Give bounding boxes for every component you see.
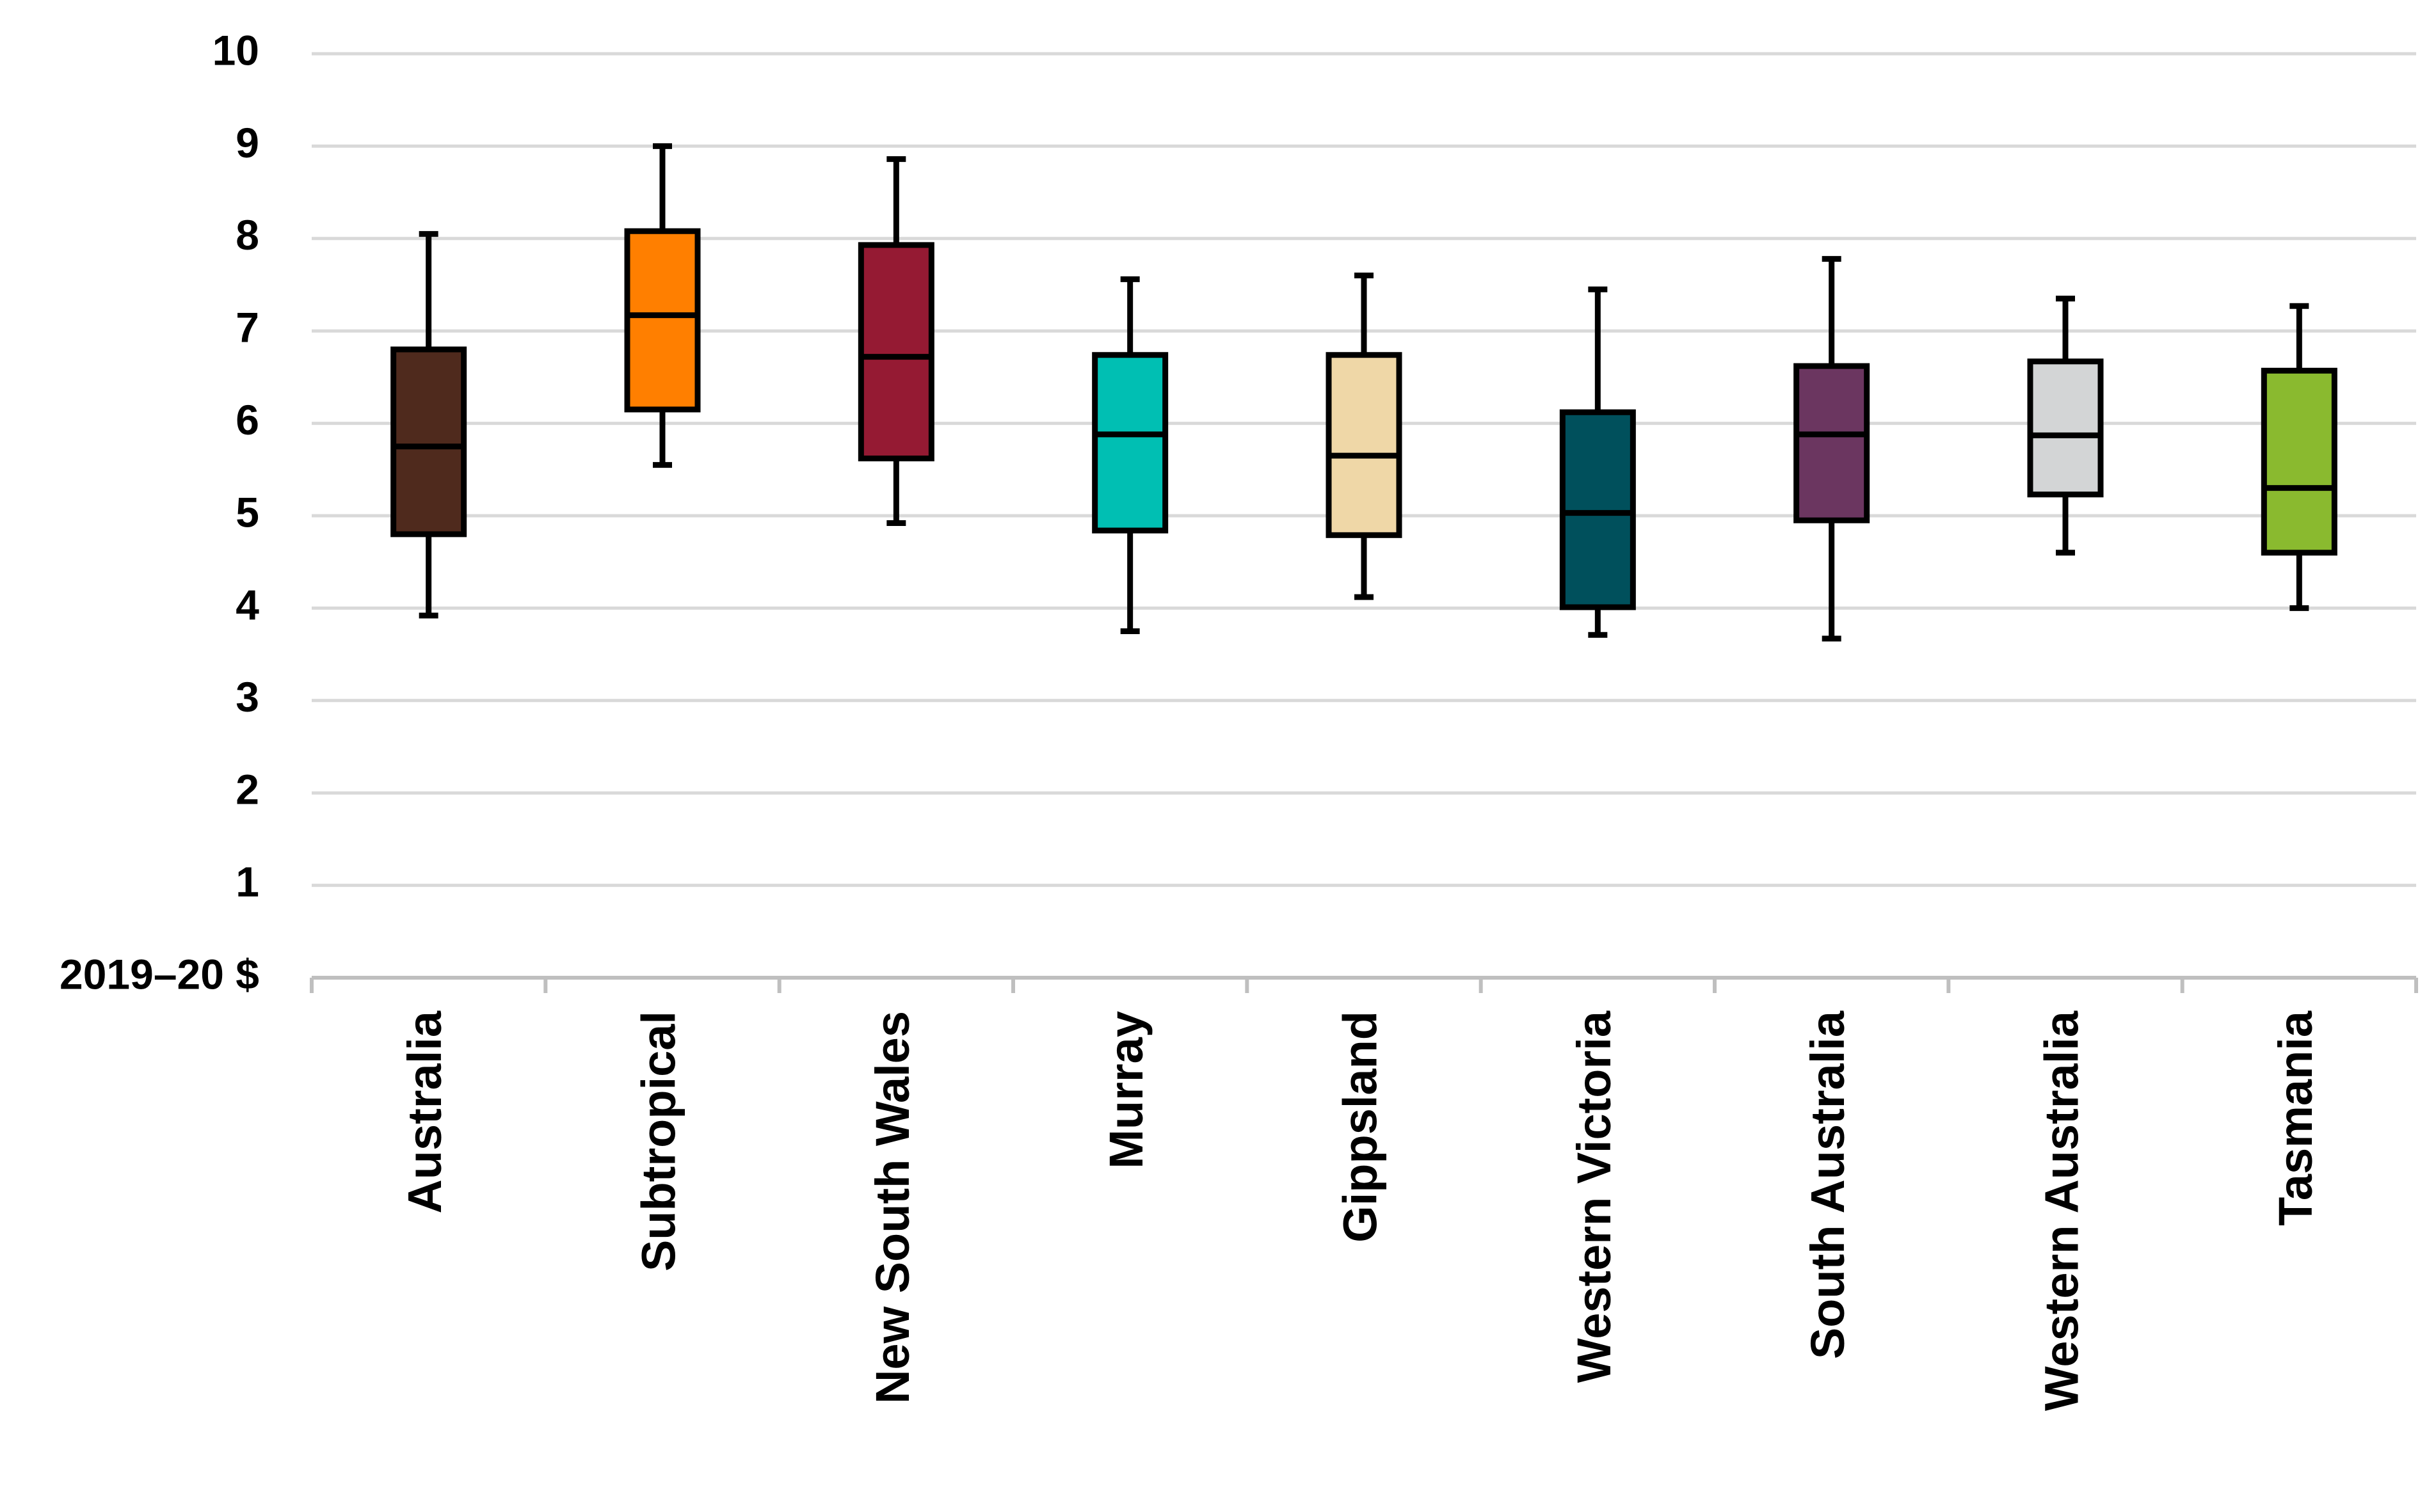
category-label-gippsland: Gippsland xyxy=(1334,1011,1387,1243)
box-south-australia xyxy=(1793,256,1870,642)
category-label-western-australia: Western Australia xyxy=(2035,1010,2088,1411)
iqr-box xyxy=(2261,367,2337,556)
box-western-victoria xyxy=(1559,286,1636,638)
y-tick-label-2: 2 xyxy=(236,766,259,813)
iqr-box xyxy=(624,228,701,413)
iqr-box xyxy=(1793,363,1870,523)
iqr-box xyxy=(1559,409,1636,610)
category-label-south-australia: South Australia xyxy=(1801,1010,1854,1359)
iqr-box xyxy=(858,242,934,461)
iqr-box xyxy=(2027,358,2104,498)
box-new-south-wales xyxy=(858,156,934,527)
iqr-box xyxy=(390,346,467,537)
y-tick-label-9: 9 xyxy=(236,119,259,166)
box-western-australia xyxy=(2027,296,2104,556)
category-label-new-south-wales: New South Wales xyxy=(866,1011,919,1404)
category-label-western-victoria: Western Victoria xyxy=(1567,1010,1621,1383)
y-tick-label-1: 1 xyxy=(236,858,259,905)
category-label-australia: Australia xyxy=(398,1010,451,1214)
boxes xyxy=(390,143,2337,642)
x-axis xyxy=(310,976,2418,993)
box-murray xyxy=(1092,276,1169,634)
y-tick-label-5: 5 xyxy=(236,488,259,536)
y-tick-label-7: 7 xyxy=(236,304,259,351)
box-subtropical xyxy=(624,143,701,468)
x-axis-category-labels: Australia Subtropical New South Wales Murra… xyxy=(398,1010,2322,1411)
category-label-murray: Murray xyxy=(1100,1011,1153,1169)
y-tick-label-4: 4 xyxy=(236,581,259,628)
category-label-subtropical: Subtropical xyxy=(632,1011,685,1271)
category-label-tasmania: Tasmania xyxy=(2269,1010,2322,1226)
iqr-box xyxy=(1326,352,1402,538)
box-tasmania xyxy=(2261,303,2337,611)
y-tick-label-10: 10 xyxy=(212,26,259,74)
box-australia xyxy=(390,231,467,619)
y-axis-tick-labels: 1 2 3 4 5 6 7 8 9 10 xyxy=(212,26,260,905)
y-tick-label-6: 6 xyxy=(236,396,259,443)
y-axis-unit-label: 2019–20 $ xyxy=(60,950,259,998)
iqr-box xyxy=(1092,352,1169,534)
y-tick-label-8: 8 xyxy=(236,211,259,259)
y-tick-label-3: 3 xyxy=(236,673,259,720)
box-gippsland xyxy=(1326,273,1402,600)
